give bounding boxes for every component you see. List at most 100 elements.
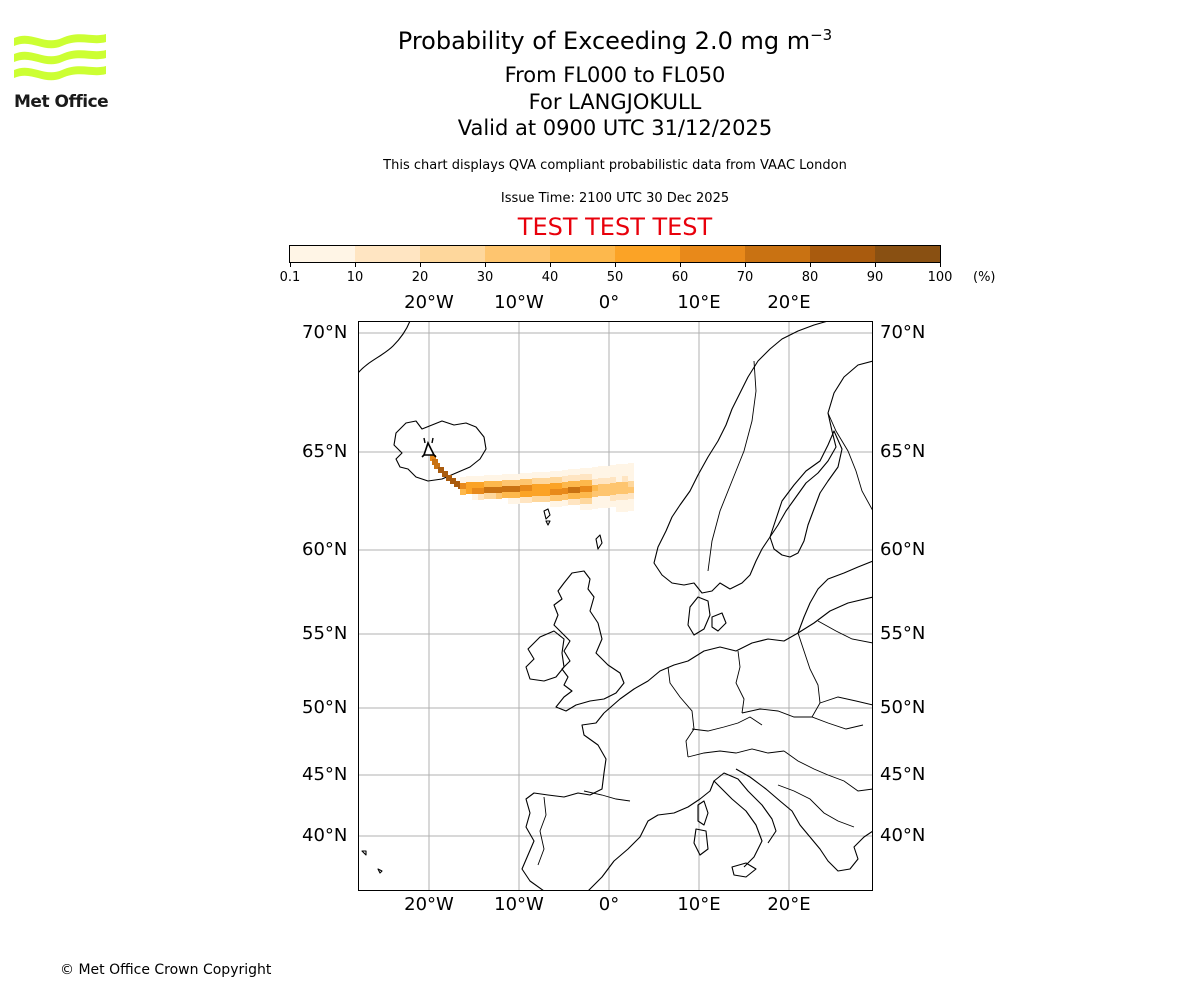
great-britain-coast	[553, 570, 625, 712]
plume-cell	[478, 476, 484, 482]
sicily	[731, 862, 757, 878]
greenland-coast	[358, 321, 411, 374]
colorbar-tick-label: 0.1	[279, 270, 301, 285]
border-central-europe	[741, 708, 864, 730]
plume-cell	[604, 472, 610, 478]
border-poland-east	[797, 632, 821, 718]
plume-cell	[538, 478, 544, 484]
plume-cell	[532, 490, 538, 496]
plume-cell	[532, 472, 538, 478]
chart-description: This chart displays QVA compliant probab…	[383, 158, 847, 173]
plume-cell	[562, 500, 568, 506]
plume-cell	[604, 496, 610, 502]
plume-cell	[472, 476, 478, 482]
plume-cell	[472, 494, 478, 500]
plume-cell	[622, 506, 628, 512]
border-france-germany	[667, 666, 695, 758]
plume-cell	[622, 488, 628, 494]
colorbar-tick-mark	[355, 263, 356, 267]
colorbar-unit: (%)	[973, 270, 996, 285]
lon-label-top-0: 0°	[598, 292, 620, 313]
copyright-notice: © Met Office Crown Copyright	[60, 962, 272, 978]
map-coastlines	[358, 321, 873, 891]
colorbar-tick-label: 10	[346, 270, 364, 285]
plume-cell	[592, 479, 598, 485]
plume-cell	[574, 487, 580, 493]
plume-cell	[598, 484, 604, 490]
lat-label-left-65n: 65°N	[302, 441, 348, 462]
plume-cell	[514, 498, 520, 504]
plume-cell	[610, 477, 616, 483]
adriatic-coast	[735, 768, 811, 838]
plume-cell	[586, 474, 592, 480]
plume-cell	[434, 463, 440, 469]
france-iberia-coast	[521, 712, 607, 891]
plume-cell	[430, 455, 436, 461]
plume-cell	[616, 494, 622, 500]
lat-label-left-40n: 40°N	[302, 825, 348, 846]
volcano-marker-icon	[421, 437, 437, 458]
plume-cell	[580, 492, 586, 498]
colorbar-segment	[355, 246, 421, 262]
colorbar-segment	[680, 246, 746, 262]
greece-coast	[809, 830, 873, 872]
chart-title: Probability of Exceeding 2.0 mg m−3	[0, 26, 1200, 55]
plume-cell	[604, 466, 610, 472]
plume-cell	[592, 497, 598, 503]
mediterranean-coast	[587, 780, 763, 891]
plume-cell	[568, 487, 574, 493]
plume-cell	[586, 492, 592, 498]
lat-label-left-55n: 55°N	[302, 623, 348, 644]
plume-cell	[556, 501, 562, 507]
plume-cell	[598, 466, 604, 472]
italy-coast	[713, 772, 777, 844]
plume-cell	[610, 471, 616, 477]
plume-cell	[544, 496, 550, 502]
plume-cell	[484, 481, 490, 487]
plume-cell	[628, 493, 634, 499]
lat-label-right-50n: 50°N	[880, 697, 926, 718]
colorbar-tick-label: 20	[411, 270, 429, 285]
continental-north-coast	[603, 596, 873, 714]
plume-cell	[484, 487, 490, 493]
plume-cell	[622, 476, 628, 482]
plume-cell	[622, 470, 628, 476]
colorbar-segment	[550, 246, 616, 262]
plume-cell	[472, 482, 478, 488]
plume-cell	[568, 499, 574, 505]
plume-cell	[598, 502, 604, 508]
plume-cell	[514, 486, 520, 492]
chart-title-main: Probability of Exceeding 2.0 mg m	[397, 27, 811, 55]
plume-cell	[532, 496, 538, 502]
plume-cell	[442, 471, 448, 477]
plume-cell	[628, 499, 634, 505]
colorbar-tick-mark	[420, 263, 421, 267]
plume-cell	[580, 468, 586, 474]
plume-cell	[556, 495, 562, 501]
colorbar-segment	[810, 246, 876, 262]
country-borders	[537, 360, 873, 866]
plume-cell	[574, 475, 580, 481]
plume-cell	[586, 480, 592, 486]
lon-label-top-10e: 10°E	[677, 292, 721, 313]
plume-cell	[550, 483, 556, 489]
border-ukraine	[819, 696, 873, 706]
ash-probability-plume	[430, 455, 634, 512]
plume-cell	[574, 481, 580, 487]
colorbar-tick-mark	[485, 263, 486, 267]
plume-cell	[622, 464, 628, 470]
plume-cell	[580, 486, 586, 492]
probability-colorbar	[289, 245, 941, 263]
plume-cell	[526, 485, 532, 491]
lat-label-right-65n: 65°N	[880, 441, 926, 462]
scandinavia-coast	[653, 321, 873, 594]
colorbar-tick-mark	[745, 263, 746, 267]
plume-cell	[562, 482, 568, 488]
colorbar-segment	[745, 246, 811, 262]
colorbar-tick-mark	[615, 263, 616, 267]
colorbar-tick-label: 50	[606, 270, 624, 285]
plume-cell	[454, 481, 460, 487]
colorbar-segment	[420, 246, 486, 262]
lat-label-right-70n: 70°N	[880, 322, 926, 343]
plume-cell	[598, 472, 604, 478]
